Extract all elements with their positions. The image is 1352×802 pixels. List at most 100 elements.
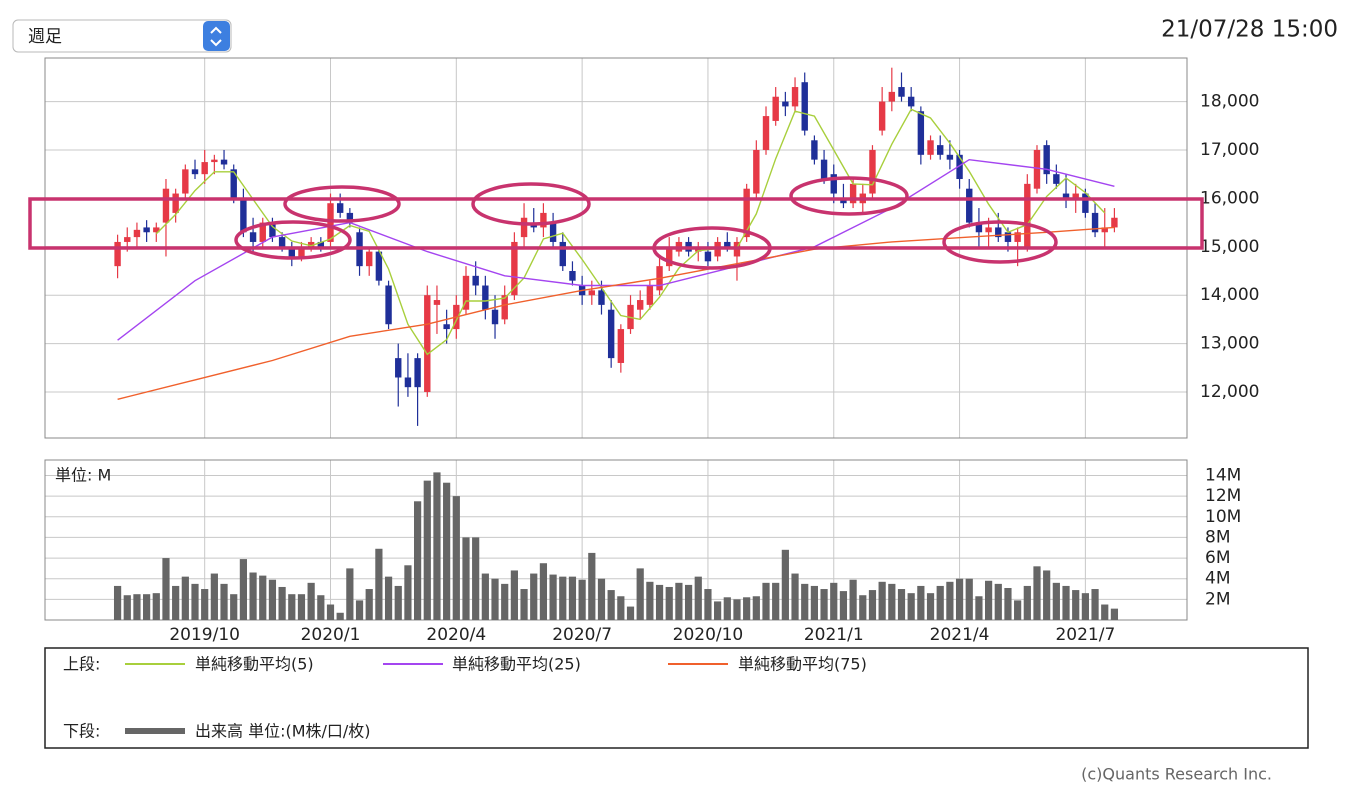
candle-body <box>1082 193 1089 213</box>
volume-bar <box>423 480 431 620</box>
volume-bar <box>1072 590 1080 620</box>
candle-body <box>646 285 654 305</box>
candle-body <box>114 241 121 267</box>
highlight-ellipse <box>789 176 909 216</box>
candle-body <box>133 229 141 238</box>
volume-panel <box>44 459 1188 621</box>
y-tick-label: 12,000 <box>1200 382 1259 402</box>
candle-body <box>549 222 557 242</box>
volume-bar <box>210 573 218 620</box>
volume-bar <box>626 606 635 620</box>
volume-bar <box>897 589 906 620</box>
volume-bar <box>152 593 160 620</box>
volume-bar <box>888 583 896 620</box>
select-arrow-icon <box>210 26 222 47</box>
candle-body <box>1091 212 1099 233</box>
volume-bar <box>665 586 673 620</box>
candle-body <box>946 154 954 160</box>
volume-bar <box>220 583 228 620</box>
candle-body <box>191 169 199 175</box>
candle-body <box>1053 174 1060 184</box>
volume-bar <box>743 597 751 620</box>
volume-bar <box>684 584 693 620</box>
period-select[interactable] <box>12 19 232 53</box>
candle-body <box>830 174 837 194</box>
candle-body <box>1062 193 1070 199</box>
candle-body <box>811 140 818 160</box>
candle-body <box>143 227 150 233</box>
volume-bar <box>346 568 354 620</box>
volume-bar <box>191 583 199 620</box>
candle-body <box>898 87 905 97</box>
legend-lower-label: 下段: <box>63 722 100 741</box>
volume-bar <box>1014 600 1022 620</box>
legend-entry: 出来高 単位:(M株/口/枚) <box>195 722 371 741</box>
y-tick-label: 16,000 <box>1200 188 1259 208</box>
candle-body <box>724 241 731 247</box>
volume-bar <box>917 585 925 620</box>
timestamp: 21/07/28 15:00 <box>1161 17 1338 43</box>
candle-body <box>1111 217 1118 228</box>
volume-bar <box>820 589 828 620</box>
x-tick-label: 2020/4 <box>426 625 486 645</box>
candle-body <box>569 270 576 281</box>
volume-bar <box>781 549 789 620</box>
volume-bar <box>791 573 799 620</box>
volume-bar <box>375 548 383 620</box>
volume-bar <box>268 579 277 620</box>
candle-body <box>482 285 489 310</box>
volume-bar <box>655 584 664 620</box>
moving-average-line <box>117 158 1115 341</box>
copyright: (c)Quants Research Inc. <box>1081 765 1272 784</box>
volume-bar <box>1004 588 1012 620</box>
volume-bar <box>181 576 189 620</box>
volume-bar <box>172 585 180 620</box>
volume-bar <box>472 537 480 620</box>
volume-unit-label: 単位: M <box>55 466 111 485</box>
candle-body <box>849 183 857 204</box>
candle-body <box>782 101 789 107</box>
volume-bar <box>1023 585 1031 620</box>
volume-bar <box>501 583 509 620</box>
candle-body <box>443 324 450 330</box>
candle-body <box>762 116 770 150</box>
highlight-ellipse <box>942 220 1058 264</box>
volume-bar <box>607 590 615 620</box>
candle-body <box>666 246 673 267</box>
select-arrow[interactable] <box>203 21 230 51</box>
y-tick-label: 13,000 <box>1200 334 1259 354</box>
highlight-ellipse <box>471 182 591 226</box>
candle-body <box>317 241 325 247</box>
candle-body <box>753 149 760 194</box>
volume-bar <box>317 595 325 620</box>
candle-body <box>462 275 470 310</box>
volume-bar <box>578 579 586 620</box>
volume-bar <box>201 589 209 620</box>
candle-body <box>220 159 228 165</box>
volume-bar <box>559 576 567 620</box>
candle-body <box>511 241 518 296</box>
y-tick-label: 17,000 <box>1200 140 1259 160</box>
volume-bar <box>859 595 867 620</box>
candle-body <box>878 101 886 131</box>
volume-bar <box>239 559 247 620</box>
moving-average-line <box>117 226 1115 400</box>
candle-body <box>288 246 295 257</box>
y-tick-label: 2M <box>1205 589 1230 609</box>
volume-bar <box>443 482 451 620</box>
candle-body <box>743 188 750 238</box>
volume-bar <box>462 537 470 620</box>
volume-bar <box>326 604 335 620</box>
volume-bar <box>810 585 818 620</box>
volume-bar <box>752 596 760 620</box>
candle-body <box>937 145 944 155</box>
volume-bar <box>868 590 877 620</box>
volume-bar <box>1043 570 1051 620</box>
grid-layer: 12,000 13,000 14,000 15,000 16,000 17,000 18,0… <box>45 58 1259 645</box>
candle-body <box>966 188 973 223</box>
highlight-band <box>28 197 1204 250</box>
volume-bar <box>801 583 809 620</box>
candle-body <box>491 309 499 325</box>
y-tick-label: 14M <box>1205 465 1241 485</box>
